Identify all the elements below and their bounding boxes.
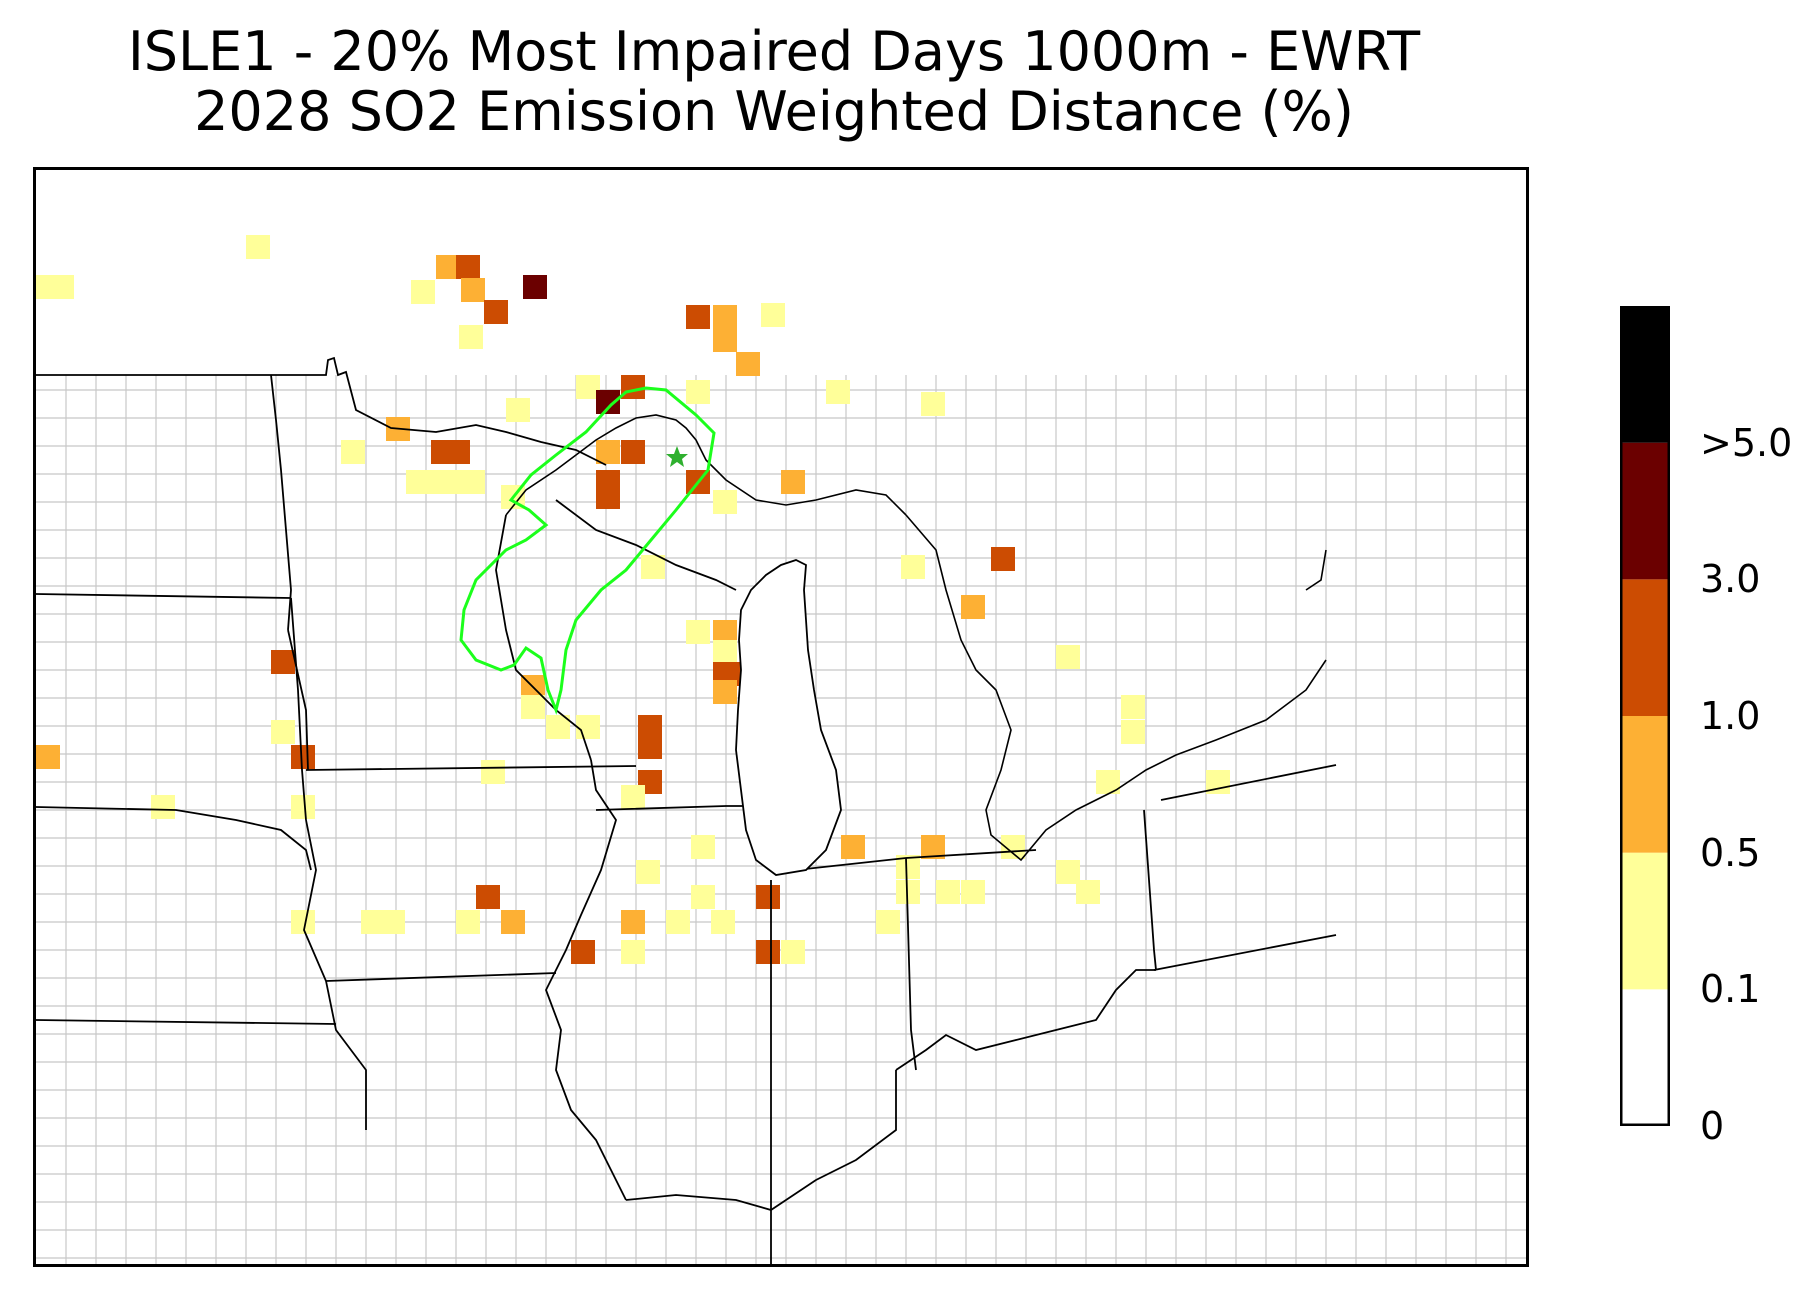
emission-cell — [691, 885, 715, 909]
emission-cell — [484, 300, 508, 324]
influence-contour — [459, 386, 716, 715]
colorbar-segment — [1620, 852, 1670, 990]
colorbar-tick-label: 3.0 — [1700, 557, 1761, 602]
emission-cell — [711, 910, 735, 934]
emission-cell — [596, 485, 620, 509]
title-line-1: ISLE1 - 20% Most Impaired Days 1000m - E… — [127, 20, 1421, 83]
colorbar — [1620, 306, 1670, 1126]
lake-superior-shore — [505, 414, 907, 516]
emission-cell — [151, 795, 175, 819]
emission-cell — [50, 275, 74, 299]
emission-cell — [686, 380, 710, 404]
emission-cell — [459, 325, 483, 349]
emission-cell — [271, 650, 295, 674]
emission-cell — [476, 885, 500, 909]
emission-cell — [523, 275, 547, 299]
emission-cell — [636, 860, 660, 884]
title-line-2: 2028 SO2 Emission Weighted Distance (%) — [194, 80, 1354, 143]
emission-cell — [271, 720, 295, 744]
emission-cell — [736, 352, 760, 376]
colorbar-tick-label: 1.0 — [1700, 694, 1761, 738]
green-star-icon — [666, 446, 688, 467]
emission-cell — [713, 490, 737, 514]
emission-cell — [36, 745, 60, 769]
emission-cell — [576, 715, 600, 739]
emission-cell — [921, 392, 945, 416]
emission-cell — [291, 795, 315, 819]
emission-cell — [571, 940, 595, 964]
emission-cell — [961, 880, 985, 904]
emission-cell — [901, 555, 925, 579]
emission-cell — [936, 880, 960, 904]
lake-michigan — [735, 559, 842, 876]
emission-cell — [991, 547, 1015, 571]
emission-cell — [713, 305, 737, 329]
emission-cell — [506, 398, 530, 422]
map-panel — [33, 167, 1529, 1267]
emission-cell — [781, 470, 805, 494]
emission-cell — [341, 440, 365, 464]
emission-cell — [713, 680, 737, 704]
state-boundaries — [36, 356, 1337, 1264]
emission-cell — [501, 910, 525, 934]
emission-cell — [291, 910, 315, 934]
colorbar-tick-label: 0.1 — [1700, 967, 1761, 1012]
emission-cell — [686, 305, 710, 329]
lake-ontario-shore — [1305, 549, 1327, 591]
emission-cell — [756, 940, 780, 964]
emission-cell — [841, 835, 865, 859]
emission-cell — [713, 328, 737, 352]
emission-cell — [691, 835, 715, 859]
emission-cell — [621, 785, 645, 809]
emission-cell — [621, 910, 645, 934]
emission-cell — [826, 380, 850, 404]
colorbar-tick-label: 0 — [1700, 1104, 1725, 1148]
emission-cell — [641, 555, 665, 579]
emission-cell — [481, 760, 505, 784]
emission-cell — [756, 885, 780, 909]
emission-cell — [621, 940, 645, 964]
emission-cell — [246, 235, 270, 259]
colorbar-segment — [1620, 306, 1670, 443]
emission-cell — [411, 280, 435, 304]
emission-cell — [638, 735, 662, 759]
emission-cell — [1121, 720, 1145, 744]
emission-cell — [1121, 695, 1145, 719]
county-boundaries — [36, 170, 1526, 1264]
emission-cell — [1056, 645, 1080, 669]
colorbar-segment — [1620, 579, 1670, 716]
emission-cell — [456, 910, 480, 934]
emission-cell — [781, 940, 805, 964]
emission-cell — [876, 910, 900, 934]
emission-cell — [461, 470, 485, 494]
emission-cell — [1076, 880, 1100, 904]
emission-cell — [461, 278, 485, 302]
emission-cell — [666, 910, 690, 934]
emission-cell — [961, 595, 985, 619]
emission-cell — [686, 620, 710, 644]
emission-cell — [291, 745, 315, 769]
colorbar-tick-label: 0.5 — [1700, 830, 1761, 875]
emission-cell — [713, 640, 737, 664]
map-title: ISLE1 - 20% Most Impaired Days 1000m - E… — [0, 22, 1548, 142]
colorbar-segment — [1620, 442, 1670, 580]
emission-cell — [521, 695, 545, 719]
emission-cell — [761, 303, 785, 327]
emission-cell — [621, 440, 645, 464]
colorbar-segment — [1620, 716, 1670, 853]
emission-cell — [381, 910, 405, 934]
map-canvas — [36, 170, 1526, 1264]
lake-huron-shore — [905, 514, 1327, 862]
emission-cell — [596, 440, 620, 464]
emission-cell — [456, 255, 480, 279]
emission-cell — [446, 440, 470, 464]
colorbar-tick-label: >5.0 — [1700, 420, 1793, 465]
colorbar-segment — [1620, 989, 1670, 1126]
emission-cell — [621, 375, 645, 399]
